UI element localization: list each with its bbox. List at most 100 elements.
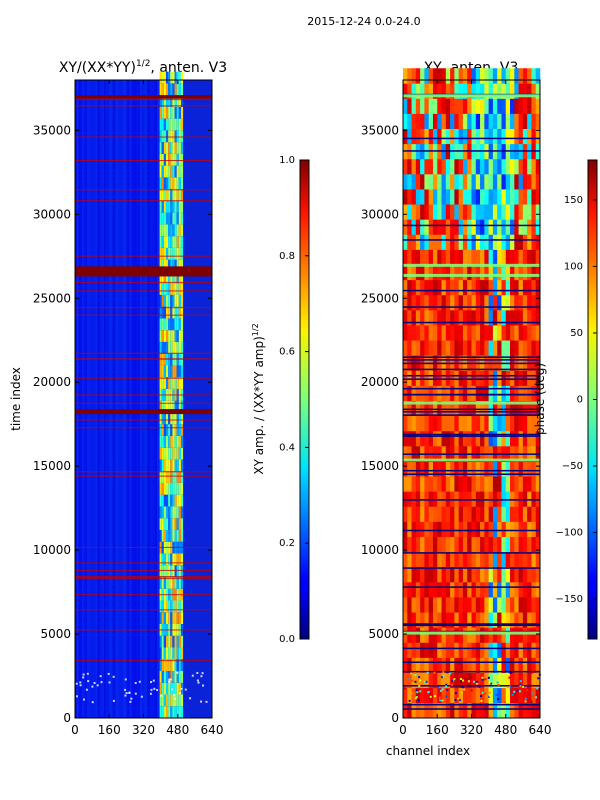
right-heatmap-cell (454, 219, 459, 235)
left-heatmap-cell (170, 118, 173, 131)
right-heatmap-cell (492, 642, 498, 658)
right-heatmap-cell (501, 310, 507, 326)
left-colorbar: 0.00.20.40.60.81.0 XY amp. / (XX*YY amp)… (251, 155, 310, 645)
left-heatmap-cell (81, 80, 84, 718)
right-heatmap-cell (458, 234, 464, 250)
right-heatmap-cell (518, 249, 524, 265)
left-heatmap-cell (178, 189, 181, 201)
left-heatmap-cell (92, 80, 94, 718)
right-heatmap-cell (518, 430, 524, 447)
left-heatmap-cell (159, 635, 162, 648)
right-heatmap-cell (505, 687, 511, 704)
left-heatmap-cell (163, 447, 166, 460)
right-heatmap-cell (505, 189, 511, 205)
right-heatmap-cell (454, 83, 459, 99)
right-heatmap-noise-speck (443, 682, 446, 685)
left-heatmap-cell (86, 80, 89, 718)
left-heatmap-cell (134, 80, 137, 718)
right-heatmap-cell (501, 325, 507, 341)
right-heatmap-cell (424, 264, 429, 281)
left-heatmap-cell (168, 142, 171, 154)
right-heatmap-cell (488, 702, 494, 719)
right-heatmap-cell (484, 536, 489, 553)
right-heatmap-cell (445, 476, 451, 492)
right-heatmap-cell (505, 551, 511, 568)
right-heatmap-cell (411, 566, 417, 583)
left-heatmap-cell (159, 412, 162, 425)
right-heatmap-cell (445, 279, 451, 296)
left-heatmap-cell (165, 459, 169, 472)
left-heatmap-cell (170, 694, 173, 707)
right-heatmap-cell (484, 219, 489, 235)
right-heatmap-cell (458, 189, 464, 205)
left-heatmap-cell (159, 659, 162, 671)
left-heatmap-cell (178, 459, 181, 472)
left-heatmap-cell (161, 612, 164, 624)
right-heatmap-cell (454, 279, 459, 296)
right-heatmap-cell (522, 98, 528, 114)
right-heatmap-cell (497, 279, 502, 296)
right-heatmap-cell (522, 204, 528, 220)
right-heatmap-cell (475, 310, 481, 326)
right-heatmap-cell (420, 204, 425, 220)
right-heatmap-cell (432, 174, 438, 190)
right-heatmap-cell (428, 158, 434, 175)
right-heatmap-noise-speck (518, 684, 521, 687)
right-y-tick-label: 30000 (361, 207, 399, 221)
right-heatmap-highlight-row (403, 401, 540, 405)
right-heatmap-noise-speck (440, 697, 443, 700)
right-heatmap-cell (450, 68, 455, 84)
right-heatmap-cell (445, 400, 451, 417)
right-heatmap-cell (450, 249, 455, 265)
left-heatmap-cell (161, 165, 164, 178)
left-heatmap-cell (180, 153, 184, 166)
right-heatmap-cell (518, 113, 524, 129)
right-heatmap-cell (415, 174, 421, 190)
left-heatmap-cell (152, 80, 154, 718)
right-heatmap-cell (420, 597, 425, 613)
left-heatmap-cell (159, 247, 162, 260)
left-heatmap-cell (178, 529, 181, 542)
left-heatmap-cell (172, 106, 175, 119)
right-heatmap-highlight-row (403, 631, 540, 635)
left-heatmap-cell (161, 341, 164, 354)
left-heatmap-cell (161, 118, 164, 131)
right-heatmap-cell (428, 672, 434, 689)
left-heatmap-cell (168, 224, 171, 237)
right-heatmap-cell (480, 415, 485, 432)
left-heatmap-cell (168, 294, 171, 307)
right-heatmap-cell (480, 128, 485, 145)
right-heatmap-cell (415, 461, 421, 477)
right-heatmap-cell (403, 310, 408, 326)
left-heatmap-noise-speck (152, 679, 155, 682)
right-heatmap-cell (403, 340, 408, 356)
left-y-tick-label: 35000 (33, 123, 71, 137)
right-heatmap-cell (492, 325, 498, 341)
right-heatmap-cell (492, 506, 498, 522)
left-heatmap-cell (176, 212, 179, 225)
right-heatmap-cell (531, 234, 537, 250)
left-heatmap-cell (168, 553, 171, 566)
left-heatmap-cell (174, 142, 177, 154)
right-heatmap-cell (432, 158, 438, 175)
right-heatmap-cell (535, 219, 541, 235)
right-heatmap-cell (454, 415, 459, 432)
left-heatmap-cell (176, 600, 179, 613)
right-heatmap-cell (403, 551, 408, 568)
left-heatmap-cell (172, 330, 175, 342)
right-heatmap-cell (480, 83, 485, 99)
right-heatmap-cell (407, 385, 412, 401)
right-heatmap-cell (437, 672, 442, 689)
left-cbar-tick-label: 0.0 (279, 634, 295, 645)
right-heatmap-cell (514, 249, 519, 265)
right-heatmap-cell (467, 385, 472, 401)
right-heatmap-cell (432, 566, 438, 583)
right-heatmap-cell (531, 113, 537, 129)
right-cbar-tick-label: −50 (562, 461, 583, 472)
right-heatmap-cell (471, 566, 477, 583)
right-heatmap-cell (441, 325, 447, 341)
left-heatmap-cell (172, 153, 175, 166)
right-heatmap-cell (492, 627, 498, 643)
left-heatmap-cell (176, 670, 179, 683)
right-heatmap-cell (475, 264, 481, 281)
